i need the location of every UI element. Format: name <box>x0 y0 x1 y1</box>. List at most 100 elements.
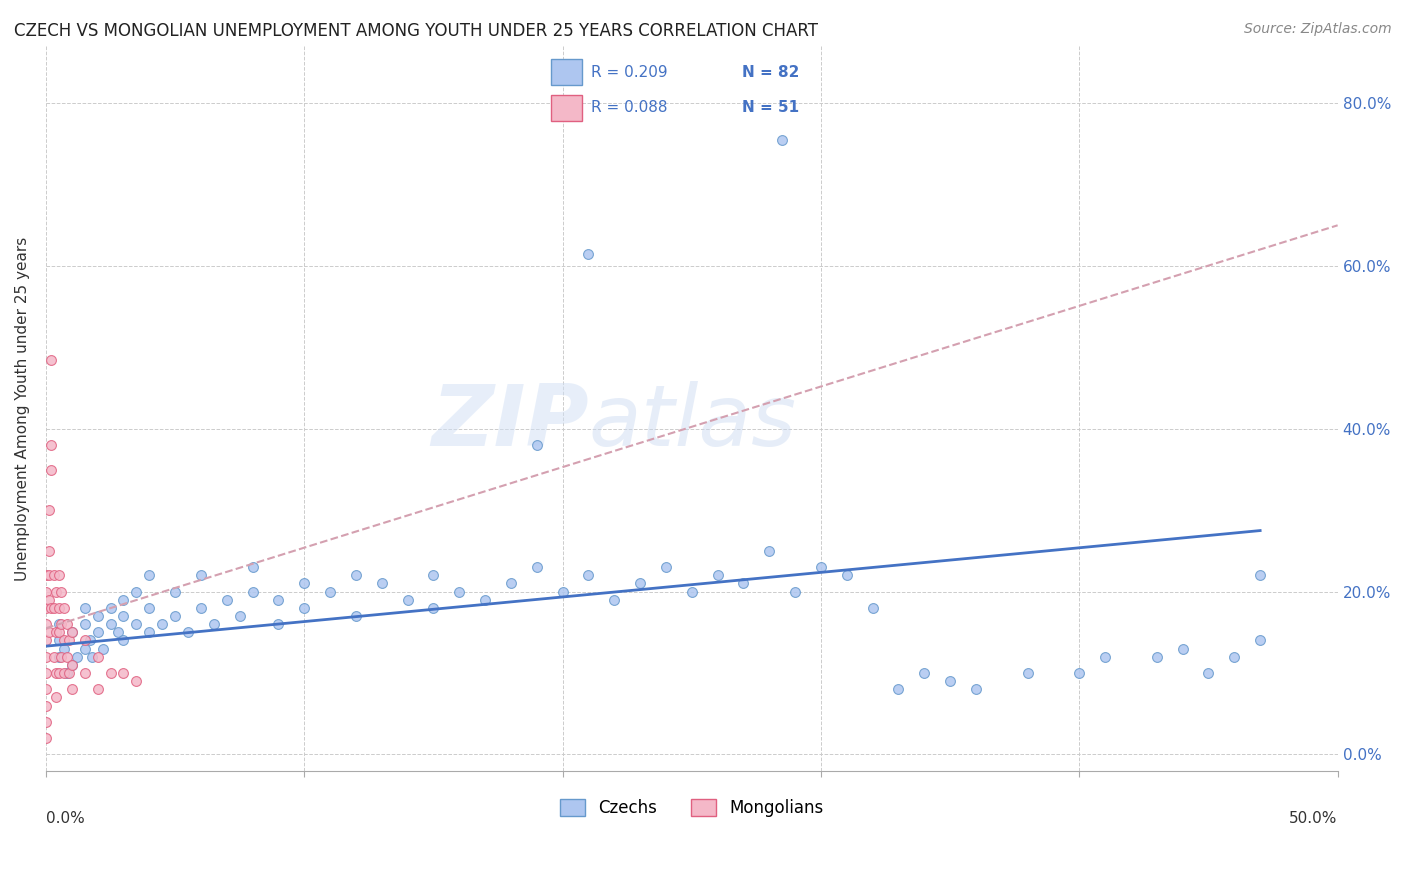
Text: 0.0%: 0.0% <box>46 811 84 826</box>
Point <box>267 592 290 607</box>
Point <box>1171 641 1194 656</box>
Point <box>48 633 70 648</box>
Point <box>578 247 600 261</box>
Text: N = 51: N = 51 <box>742 100 800 115</box>
Point <box>48 568 70 582</box>
Point <box>138 625 160 640</box>
Point <box>55 666 77 681</box>
Point <box>35 617 58 632</box>
Point <box>51 649 73 664</box>
Point <box>887 682 910 697</box>
Point <box>38 592 60 607</box>
Point <box>449 584 471 599</box>
Point <box>499 576 522 591</box>
Point <box>939 674 962 689</box>
Text: atlas: atlas <box>589 382 796 465</box>
Point <box>371 576 394 591</box>
Point <box>35 714 58 729</box>
Point <box>112 592 135 607</box>
Text: CZECH VS MONGOLIAN UNEMPLOYMENT AMONG YOUTH UNDER 25 YEARS CORRELATION CHART: CZECH VS MONGOLIAN UNEMPLOYMENT AMONG YO… <box>14 22 818 40</box>
Point <box>42 649 65 664</box>
Point <box>73 601 96 615</box>
Point <box>53 666 76 681</box>
Point <box>53 601 76 615</box>
Point <box>706 568 728 582</box>
Text: Source: ZipAtlas.com: Source: ZipAtlas.com <box>1244 22 1392 37</box>
Point <box>1249 633 1271 648</box>
Point <box>86 609 108 624</box>
Point <box>862 601 884 615</box>
Point <box>38 544 60 558</box>
Point <box>138 601 160 615</box>
Point <box>35 601 58 615</box>
Point <box>66 649 89 664</box>
Point <box>60 657 83 672</box>
Point <box>73 633 96 648</box>
Point <box>51 617 73 632</box>
Point <box>835 568 858 582</box>
Point <box>319 584 342 599</box>
Point <box>190 601 212 615</box>
Point <box>48 666 70 681</box>
Point <box>86 682 108 697</box>
Point <box>38 503 60 517</box>
Legend: Czechs, Mongolians: Czechs, Mongolians <box>554 792 830 824</box>
Point <box>228 609 250 624</box>
Point <box>526 438 548 452</box>
Point <box>1223 649 1246 664</box>
Text: N = 82: N = 82 <box>742 64 800 79</box>
Point <box>48 601 70 615</box>
Point <box>35 666 58 681</box>
Point <box>112 609 135 624</box>
Point <box>60 625 83 640</box>
Point <box>733 576 755 591</box>
Point <box>292 601 315 615</box>
Point <box>526 560 548 574</box>
Point <box>91 641 114 656</box>
Point <box>292 576 315 591</box>
Point <box>125 617 148 632</box>
Point <box>242 560 264 574</box>
Point <box>150 617 173 632</box>
Point <box>1069 666 1091 681</box>
Point <box>100 666 122 681</box>
Point <box>42 568 65 582</box>
Point <box>35 568 58 582</box>
Point <box>45 584 67 599</box>
Point <box>422 601 444 615</box>
Point <box>86 649 108 664</box>
Point <box>770 133 793 147</box>
Point <box>912 666 935 681</box>
Point <box>1249 568 1271 582</box>
Point <box>48 617 70 632</box>
Point <box>422 568 444 582</box>
Point <box>758 544 780 558</box>
Point <box>107 625 129 640</box>
Point <box>35 698 58 713</box>
Point <box>100 601 122 615</box>
Point <box>190 568 212 582</box>
Point <box>165 584 187 599</box>
Point <box>48 625 70 640</box>
Text: 50.0%: 50.0% <box>1289 811 1337 826</box>
Point <box>112 666 135 681</box>
Point <box>1198 666 1220 681</box>
Point <box>45 690 67 705</box>
Point <box>165 609 187 624</box>
Text: R = 0.209: R = 0.209 <box>591 64 668 79</box>
Point <box>55 617 77 632</box>
Point <box>215 592 238 607</box>
Point <box>51 584 73 599</box>
Point <box>86 625 108 640</box>
Point <box>1146 649 1168 664</box>
Point <box>267 617 290 632</box>
Point <box>39 462 62 476</box>
Text: R = 0.088: R = 0.088 <box>591 100 668 115</box>
Point <box>965 682 987 697</box>
Point <box>39 438 62 452</box>
Point <box>125 584 148 599</box>
Point <box>202 617 225 632</box>
Point <box>785 584 807 599</box>
Point <box>344 568 367 582</box>
Point <box>112 633 135 648</box>
